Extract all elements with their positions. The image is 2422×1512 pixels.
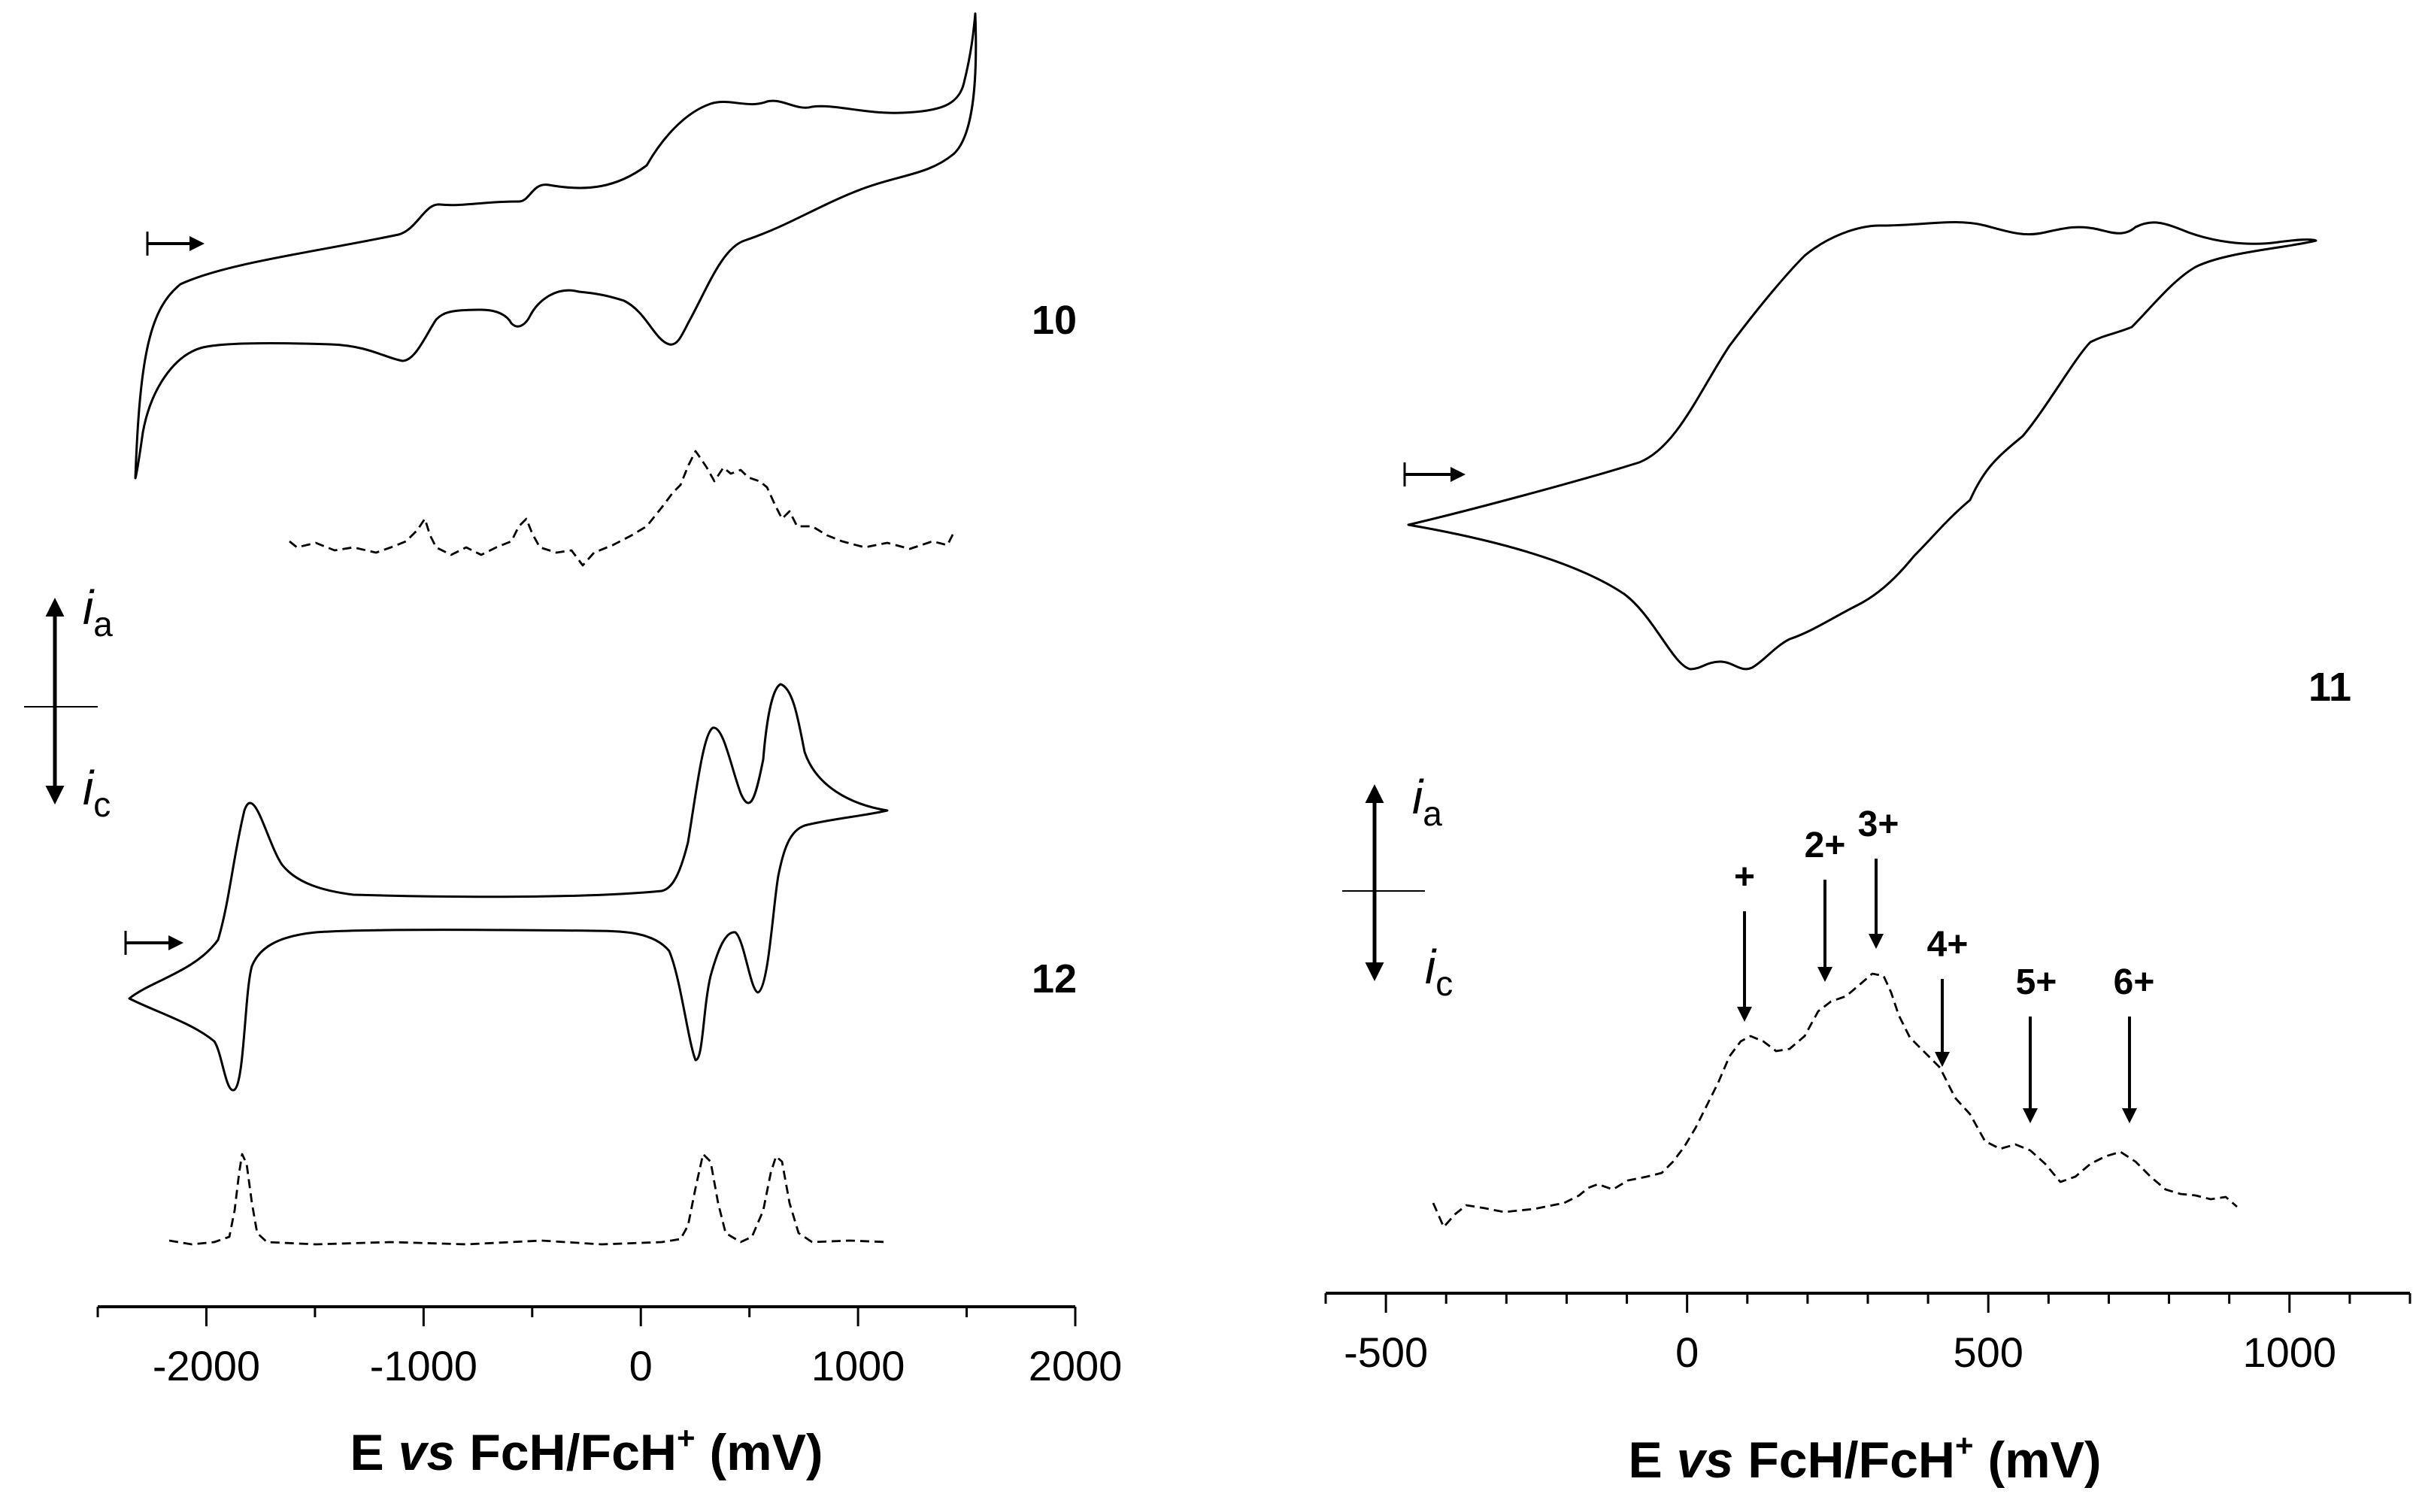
- cv-trace-11: [1407, 221, 2317, 671]
- current-direction-indicator-left: ia ic: [24, 580, 113, 824]
- cathodic-current-label-right: ic: [1425, 940, 1453, 1003]
- x-axis-label-left: E vs FcH/FcH+ (mV): [350, 1420, 823, 1481]
- annotation-label-3: 3+: [1858, 804, 1899, 844]
- x-ticks-right: -500 0 500 1000: [1324, 1293, 2411, 1376]
- x-tick-label-left: 0: [629, 1342, 653, 1389]
- x-tick-label-right: 0: [1675, 1329, 1699, 1376]
- compound-label-11: 11: [2308, 665, 2351, 710]
- cv-trace-10: [134, 12, 978, 480]
- cathodic-current-label: ic: [83, 761, 111, 824]
- x-tick-label-left: -2000: [153, 1342, 260, 1389]
- cv-trace-12: [128, 683, 889, 1092]
- annotation-label-4: 4+: [1927, 925, 1969, 965]
- current-direction-indicator-right: ia ic: [1342, 770, 1453, 1003]
- dpv-trace-11: [1432, 972, 2238, 1229]
- right-panel: + 2+ 3+ 4+ 5+ 6+ 11 ia ic -500 0 500 1000 E…: [1324, 221, 2411, 1489]
- annotation-label-6: 6+: [2114, 962, 2155, 1002]
- annotation-label-1: +: [1734, 857, 1755, 897]
- x-tick-label-right: 1000: [2242, 1329, 2336, 1376]
- compound-label-10: 10: [1032, 298, 1077, 343]
- left-panel: 10 12 ia ic -2000 -1000 0 1000 2000 E vs FcH…: [24, 12, 1123, 1481]
- dpv-trace-10: [289, 450, 956, 567]
- annotation-label-2: 2+: [1805, 826, 1846, 865]
- x-tick-label-left: 1000: [811, 1342, 905, 1389]
- annotation-label-5: 5+: [2016, 962, 2057, 1002]
- x-tick-label-right: -500: [1344, 1329, 1428, 1376]
- anodic-current-label-right: ia: [1412, 770, 1442, 833]
- x-ticks-left: -2000 -1000 0 1000 2000: [96, 1307, 1123, 1389]
- compound-label-12: 12: [1032, 956, 1077, 1001]
- x-tick-label-left: 2000: [1029, 1342, 1123, 1389]
- anodic-current-label: ia: [83, 580, 113, 644]
- x-tick-label-right: 500: [1954, 1329, 2023, 1376]
- dpv-trace-12: [168, 1153, 888, 1246]
- x-tick-label-left: -1000: [370, 1342, 477, 1389]
- x-axis-label-right: E vs FcH/FcH+ (mV): [1628, 1428, 2101, 1489]
